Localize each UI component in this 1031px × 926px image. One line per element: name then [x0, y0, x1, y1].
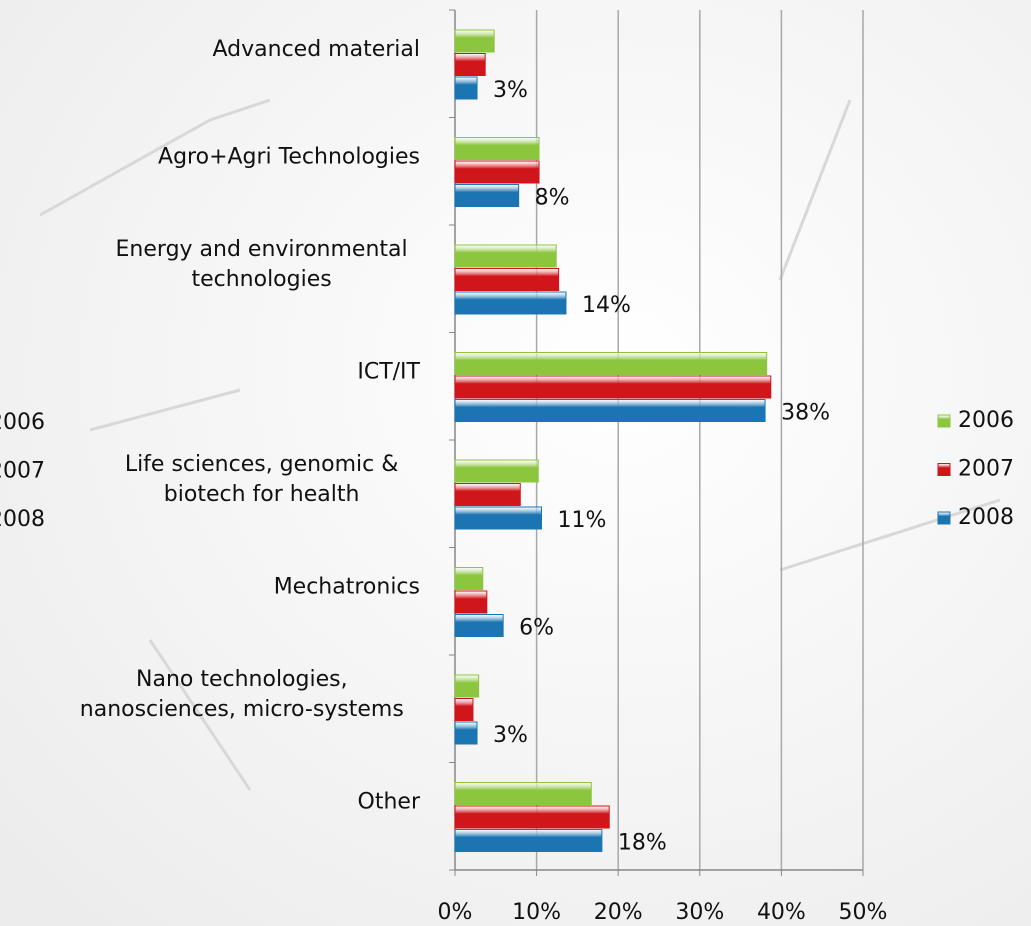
- y-tick-label: Nano technologies, nanosciences, micro-sy…: [80, 667, 404, 722]
- bar: [454, 76, 478, 100]
- bar: [454, 483, 521, 506]
- x-tick-label: 30%: [675, 900, 724, 925]
- data-label: 3%: [493, 78, 528, 103]
- bar: [454, 244, 557, 268]
- legend-swatch: [937, 414, 951, 428]
- data-label: 14%: [582, 293, 631, 318]
- bar: [454, 782, 592, 805]
- bar: [454, 506, 542, 530]
- y-tick-label: ICT/IT: [357, 359, 420, 384]
- y-tick-label: Mechatronics: [274, 574, 420, 599]
- bar: [454, 29, 495, 53]
- y-tick-label: Energy and environmental technologies: [116, 237, 408, 292]
- bar: [454, 674, 480, 698]
- x-tick-label: 20%: [594, 900, 643, 925]
- bar: [454, 268, 560, 291]
- y-tick-label: Advanced material: [213, 37, 421, 62]
- bar: [454, 137, 540, 160]
- bar: [454, 567, 484, 590]
- legend-label: 2007: [0, 459, 45, 484]
- legend-swatch: [937, 463, 951, 476]
- bar: [454, 829, 603, 852]
- data-label: 6%: [519, 616, 554, 641]
- bar: [454, 352, 768, 375]
- bar: [454, 291, 567, 315]
- bar: [454, 459, 539, 483]
- legend-label: 2006: [958, 408, 1014, 433]
- x-tick-label: 10%: [512, 900, 561, 925]
- legend-label: 2008: [0, 507, 45, 532]
- y-tick-label: Agro+Agri Technologies: [158, 144, 420, 169]
- legend-swatch: [937, 511, 951, 525]
- y-tick-label: Other: [358, 789, 421, 814]
- legend-label: 2008: [958, 505, 1014, 530]
- data-label: 3%: [493, 723, 528, 748]
- x-tick-label: 50%: [839, 900, 888, 925]
- x-tick-label: 40%: [757, 900, 806, 925]
- bar: [454, 375, 772, 399]
- data-label: 11%: [557, 508, 606, 533]
- bar: [454, 590, 488, 614]
- bar: [454, 53, 486, 76]
- legend-label: 2006: [0, 410, 45, 435]
- bar: [454, 399, 766, 422]
- decoration: [39, 98, 1001, 791]
- bar: [454, 614, 504, 637]
- bar: [454, 160, 540, 184]
- bar: [454, 184, 520, 207]
- x-tick-label: 0%: [438, 900, 473, 925]
- data-label: 18%: [618, 831, 667, 856]
- bar: [454, 721, 478, 745]
- data-label: 38%: [781, 401, 830, 426]
- y-tick-label: Life sciences, genomic & biotech for heal…: [125, 452, 399, 507]
- legend-label: 2007: [958, 457, 1014, 482]
- data-label: 8%: [535, 186, 570, 211]
- bar: [454, 805, 610, 829]
- bar: [454, 698, 474, 721]
